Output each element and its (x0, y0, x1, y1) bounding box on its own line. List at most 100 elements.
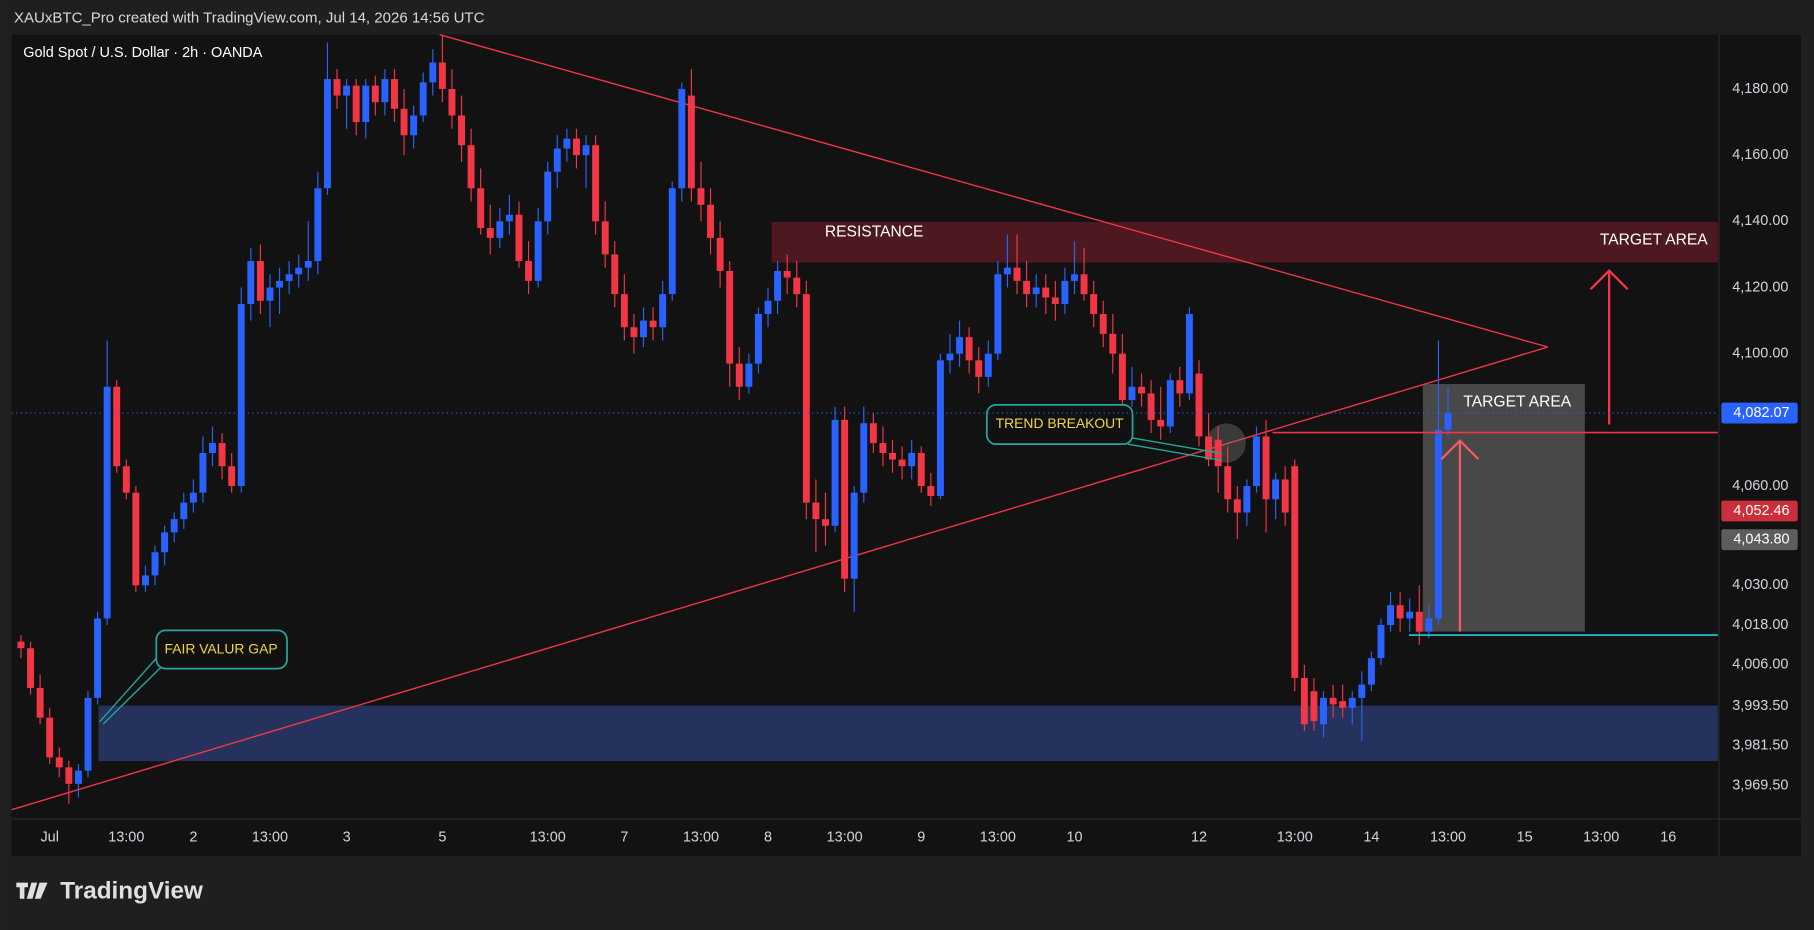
fvg-label: FAIR VALUR GAP (165, 641, 278, 657)
candle-body (774, 270, 782, 301)
target-label: TARGET AREA (1600, 232, 1708, 249)
candle-body (505, 214, 513, 222)
candle-body (1367, 658, 1375, 685)
symbol-title: Gold Spot / U.S. Dollar · 2h · OANDA (23, 45, 262, 61)
candle-body (1339, 701, 1347, 708)
candle-body (668, 188, 676, 295)
candle-body (1291, 466, 1299, 678)
candle-body (534, 221, 542, 281)
x-tick-label: 7 (620, 829, 628, 845)
candle-body (812, 502, 820, 520)
fvg-pointer (99, 656, 163, 725)
candle-body (572, 138, 580, 156)
candle-body (592, 145, 600, 222)
candle-body (496, 221, 504, 238)
candle-body (1348, 697, 1356, 708)
candle-body (687, 95, 695, 189)
candle-body (735, 363, 743, 387)
candle-body (611, 254, 619, 295)
lower-trendline (11, 346, 1549, 811)
candle-body (1406, 611, 1414, 619)
candle-body (620, 294, 628, 328)
candle-body (1109, 333, 1117, 354)
candle-body (410, 115, 418, 136)
candle-body (65, 767, 73, 784)
x-tick-label: 13:00 (827, 829, 863, 845)
x-tick-label: 15 (1517, 829, 1533, 845)
candle-body (927, 486, 935, 496)
candle-body (525, 261, 533, 281)
candle-body (1310, 691, 1318, 722)
candle-body (333, 79, 341, 96)
candle-body (180, 502, 188, 520)
x-tick-label: 9 (917, 829, 925, 845)
candle-body (879, 443, 887, 453)
candle-body (103, 386, 111, 619)
candle-body (228, 466, 236, 487)
candle-body (898, 459, 906, 467)
price-label: 4,052.46 (1733, 503, 1789, 519)
candle-body (448, 88, 456, 116)
candle-body (726, 270, 734, 364)
candle-body (189, 492, 197, 503)
price-label: 4,082.07 (1733, 405, 1789, 421)
candle-body (1003, 267, 1011, 275)
candle-body (1252, 436, 1260, 487)
candle-body (563, 138, 571, 149)
candle-body (831, 419, 839, 526)
breakout-label: TREND BREAKOUT (996, 415, 1124, 431)
x-tick-label: 13:00 (1583, 829, 1619, 845)
candle-body (1032, 287, 1040, 295)
candle-body (419, 82, 427, 116)
candle-body (783, 270, 791, 278)
candle-body (1138, 386, 1146, 394)
candle-body (1023, 280, 1031, 295)
candle-body (793, 277, 801, 295)
candle-body (1013, 267, 1021, 281)
candle-body (285, 274, 293, 281)
x-tick-label: 2 (189, 829, 197, 845)
target-arrow (1589, 269, 1629, 425)
candle-body (1396, 605, 1404, 619)
candle-body (1434, 429, 1442, 619)
candle-body (295, 267, 303, 275)
candle-body (46, 717, 54, 758)
breakout-pointer (1127, 436, 1222, 462)
candle-body (400, 108, 408, 136)
candle-body (1425, 618, 1433, 632)
x-tick-label: 13:00 (1277, 829, 1313, 845)
candle-body (362, 85, 370, 123)
candle-body (84, 697, 92, 771)
x-tick-label: 10 (1066, 829, 1082, 845)
x-tick-label: 14 (1363, 829, 1379, 845)
breakout-box (985, 403, 1134, 446)
candle-body (371, 85, 379, 103)
candle-body (314, 188, 322, 262)
candle-body (908, 452, 916, 467)
x-tick-label: 3 (343, 829, 351, 845)
candle-body (1080, 274, 1088, 295)
candle-body (515, 214, 523, 262)
candle-body (1061, 280, 1069, 305)
y-tick-label: 3,993.50 (1732, 698, 1788, 714)
candle-body (1051, 297, 1059, 305)
demand-zone (98, 705, 1718, 762)
candle-body (553, 148, 561, 172)
attribution: XAUxBTC_Pro created with TradingView.com… (14, 9, 485, 26)
target-box-label: TARGET AREA (1463, 394, 1571, 411)
price-label-box (1721, 529, 1798, 551)
x-tick-label: 16 (1660, 829, 1676, 845)
candle-body (1042, 287, 1050, 298)
candle-body (822, 519, 829, 526)
candle-body (1415, 611, 1423, 632)
candle-body (544, 171, 552, 222)
y-tick-label: 4,180.00 (1732, 81, 1788, 97)
y-tick-label: 4,160.00 (1732, 147, 1788, 163)
candle-body (1300, 677, 1308, 725)
candle-body (1147, 393, 1155, 420)
candle-body (161, 532, 169, 553)
axes: 4,180.00 4,160.00 4,140.00 4,120.00 4,100.00… (11, 81, 1798, 845)
candle-body (659, 294, 667, 328)
candle-body (1329, 697, 1337, 705)
